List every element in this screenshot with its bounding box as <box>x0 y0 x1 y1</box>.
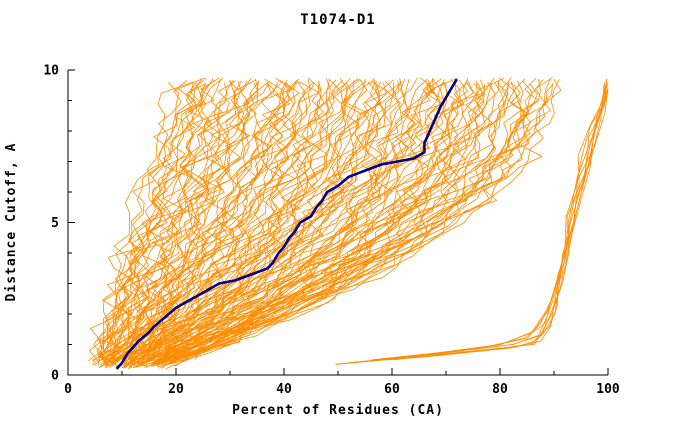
y-tick-label: 5 <box>51 216 59 231</box>
ensemble-curve <box>159 83 538 369</box>
ensemble-curve <box>87 77 207 362</box>
x-tick-label: 60 <box>384 382 400 397</box>
x-tick-label: 0 <box>64 382 72 397</box>
chart-title: T1074-D1 <box>300 12 375 28</box>
ensemble-outlier-curve <box>349 82 609 364</box>
ensemble-curve <box>99 81 250 367</box>
x-tick-label: 80 <box>492 382 508 397</box>
x-axis-label: Percent of Residues (CA) <box>232 403 444 418</box>
ensemble-curve <box>167 82 506 363</box>
ensemble-curve <box>124 80 367 367</box>
ensemble-curve <box>145 82 465 368</box>
ensemble-curve <box>118 81 322 367</box>
ensemble-curve <box>169 77 553 365</box>
ensemble-curve <box>100 83 272 367</box>
ensemble-curve <box>102 78 223 369</box>
ensemble-curve <box>129 82 348 361</box>
ensemble-curve <box>117 79 288 362</box>
ensemble-curve <box>161 80 500 364</box>
ensemble-curve <box>129 79 366 363</box>
highlight-curve <box>115 78 458 370</box>
x-tick-label: 100 <box>596 382 620 397</box>
ensemble-curve <box>174 78 562 367</box>
ensemble-curve <box>165 83 553 369</box>
y-axis-label: Distance Cutoff, A <box>4 143 19 302</box>
ensemble-curve <box>168 79 485 361</box>
ensemble-curve <box>131 78 411 366</box>
ensemble-curve <box>105 82 228 369</box>
ensemble-curve <box>162 77 539 369</box>
ensemble-curve <box>153 83 441 361</box>
ensemble-curve <box>157 82 468 365</box>
ensemble-curve <box>111 78 300 363</box>
ensemble-curve <box>149 78 409 361</box>
plot-region: 0 20 40 60 80 100 0 5 10 <box>43 64 620 398</box>
ensemble-curve <box>99 80 242 369</box>
ensemble-curve <box>115 79 343 364</box>
ensemble-curve <box>94 81 202 366</box>
ensemble-curve <box>121 81 306 361</box>
ensemble-curve <box>174 79 560 367</box>
ensemble-curve <box>112 82 259 363</box>
ensemble-curve <box>157 80 533 368</box>
ensemble-curve <box>107 77 224 362</box>
ensemble-curve <box>114 78 359 361</box>
ensemble-outlier-curve <box>335 79 608 365</box>
ensemble-curve <box>157 77 521 366</box>
ensemble-curve <box>133 78 428 368</box>
x-tick-label: 20 <box>168 382 184 397</box>
ensemble-curve <box>97 82 180 367</box>
ensemble-curve <box>109 77 311 368</box>
ensemble-curve <box>109 80 270 364</box>
ensemble-curve <box>159 82 493 365</box>
ensemble-curve <box>161 81 474 365</box>
ensemble-outlier-curve <box>394 88 609 361</box>
ensemble-curve <box>133 77 458 369</box>
ensemble-curve <box>111 79 257 366</box>
ensemble-curve <box>110 81 320 364</box>
ensemble-outlier-curve <box>335 79 607 365</box>
ensemble-curve <box>100 80 259 368</box>
ensemble-curve <box>137 80 403 365</box>
ensemble-curve <box>92 79 188 363</box>
x-tick-label: 40 <box>276 382 292 397</box>
ensemble-curve <box>164 78 445 362</box>
ensemble-curve <box>130 81 381 362</box>
ensemble-curve <box>154 78 526 364</box>
ensemble-curve <box>98 78 259 368</box>
ensemble-curve <box>108 81 298 368</box>
y-tick-label: 10 <box>43 64 59 79</box>
y-tick-label: 0 <box>51 369 59 384</box>
ensemble-curve <box>127 79 360 370</box>
ensemble-curve <box>100 82 197 363</box>
